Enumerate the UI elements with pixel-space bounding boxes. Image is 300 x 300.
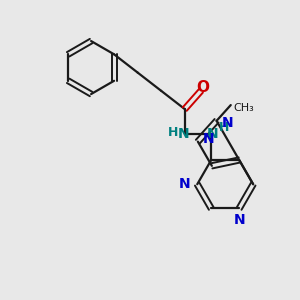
Text: N: N: [179, 177, 191, 191]
Text: N: N: [222, 116, 233, 130]
Text: N: N: [233, 213, 245, 227]
Text: CH₃: CH₃: [233, 103, 254, 113]
Text: H: H: [218, 121, 229, 134]
Text: N: N: [207, 127, 218, 141]
Text: O: O: [196, 80, 209, 95]
Text: N: N: [177, 127, 189, 141]
Text: N: N: [203, 132, 215, 146]
Text: H: H: [168, 126, 179, 139]
